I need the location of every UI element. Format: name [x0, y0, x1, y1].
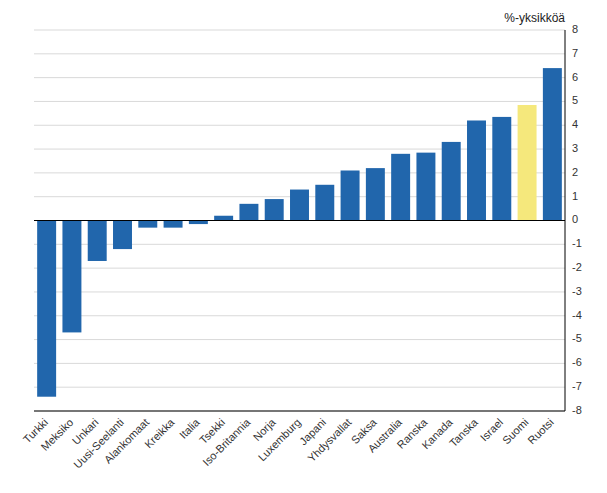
bar — [543, 68, 562, 220]
bar — [88, 221, 107, 261]
grid-line — [34, 291, 565, 292]
grid-line — [34, 411, 565, 412]
x-tick-label: Ruotsi — [525, 416, 556, 447]
bar — [290, 190, 309, 221]
y-tick-label: -1 — [572, 237, 582, 249]
grid-line — [34, 339, 565, 340]
bar — [138, 221, 157, 228]
grid-line — [34, 387, 565, 388]
bar — [189, 221, 208, 225]
grid-line — [34, 363, 565, 364]
bar — [37, 221, 56, 397]
bars — [37, 68, 562, 397]
grid-line — [34, 101, 565, 102]
y-tick-label: -2 — [572, 261, 582, 273]
y-tick-label: 1 — [572, 190, 578, 202]
x-tick-label: Tanska — [447, 415, 481, 449]
x-tick-label: Australia — [365, 415, 404, 454]
x-tick-label: Kreikka — [142, 415, 177, 450]
y-tick-label: 5 — [572, 94, 578, 106]
y-axis-line — [565, 30, 566, 411]
chart: -8 -7 -6 -5 -4 -3 -2 -1 0 1 2 3 4 5 6 7 8 TurkkiMeksikoUn… — [0, 0, 607, 493]
bar — [341, 170, 360, 220]
zero-line — [34, 220, 565, 221]
x-tick-label: Luxemburg — [256, 416, 303, 463]
grid-line — [34, 315, 565, 316]
y-tick-label: -4 — [572, 309, 582, 321]
x-tick-label: Kanada — [419, 415, 455, 451]
bar — [467, 120, 486, 220]
y-axis: -8 -7 -6 -5 -4 -3 -2 -1 0 1 2 3 4 5 6 7 8 — [572, 23, 582, 416]
y-tick-label: 4 — [572, 118, 578, 130]
bar — [113, 221, 132, 250]
y-tick-label: 8 — [572, 23, 578, 35]
y-axis-label: %-yksikköä — [504, 11, 565, 25]
bar — [518, 105, 537, 220]
x-axis: TurkkiMeksikoUnkariUusi-SeelantiAlankoma… — [21, 415, 556, 470]
grid — [34, 30, 565, 411]
grid-line — [34, 30, 565, 31]
y-tick-label: 3 — [572, 142, 578, 154]
grid-line — [34, 268, 565, 269]
grid-line — [34, 220, 565, 221]
x-tick-label: Suomi — [500, 416, 531, 447]
bar — [416, 153, 435, 221]
bar — [315, 185, 334, 221]
bar — [366, 168, 385, 220]
bar — [442, 142, 461, 221]
x-tick-label: Yhdysvallat — [305, 416, 353, 464]
y-tick-label: -6 — [572, 356, 582, 368]
y-tick-label: -7 — [572, 380, 582, 392]
y-tick-label: 2 — [572, 166, 578, 178]
x-axis-line — [34, 411, 565, 412]
bar — [214, 216, 233, 221]
y-tick-label: 7 — [572, 47, 578, 59]
bar — [492, 117, 511, 221]
bar — [391, 154, 410, 221]
y-tick-label: -3 — [572, 285, 582, 297]
grid-line — [34, 77, 565, 78]
y-tick-label: 0 — [572, 213, 578, 225]
x-tick-label: Iso-Britannia — [200, 415, 253, 468]
bar — [239, 204, 258, 221]
bar — [164, 221, 183, 228]
y-tick-label: -5 — [572, 332, 582, 344]
bar — [265, 199, 284, 220]
bar — [62, 221, 81, 333]
y-tick-label: 6 — [572, 71, 578, 83]
y-tick-label: -8 — [572, 404, 582, 416]
grid-line — [34, 53, 565, 54]
x-tick-label: Meksiko — [38, 416, 75, 453]
